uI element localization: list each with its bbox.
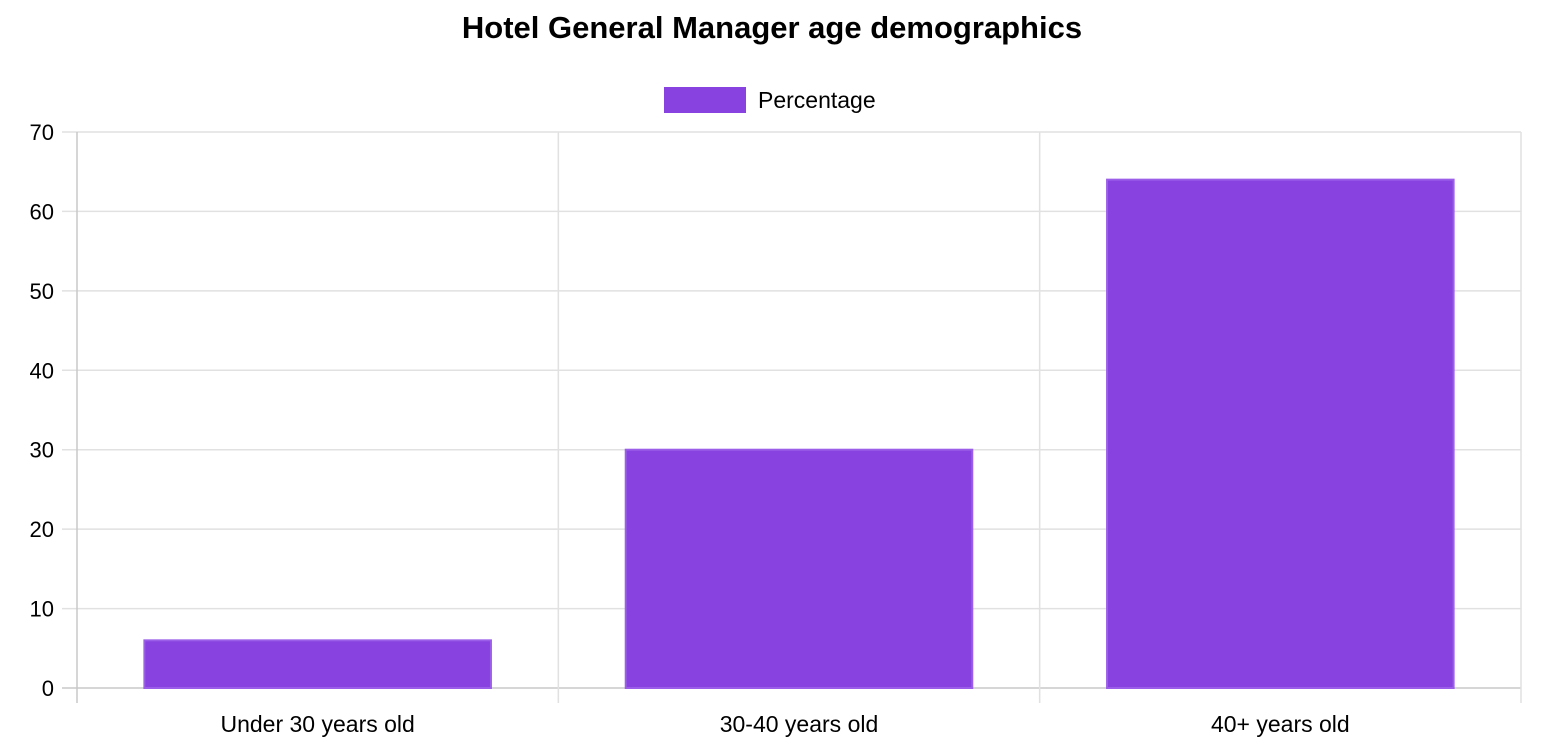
x-tick-label-1: 30-40 years old	[720, 711, 879, 737]
legend-swatch	[664, 87, 746, 113]
bar-2[interactable]	[1106, 178, 1455, 690]
y-tick-label-1: 10	[30, 597, 54, 622]
y-tick-label-3: 30	[30, 438, 54, 463]
bar-0[interactable]	[143, 639, 492, 689]
y-tick-label-7: 70	[30, 120, 54, 145]
legend-label: Percentage	[758, 87, 876, 113]
y-axis: 0 10 20 30 40 50 60 70	[30, 120, 54, 701]
x-tick-label-2: 40+ years old	[1211, 711, 1350, 737]
x-tick-label-0: Under 30 years old	[220, 711, 414, 737]
y-tick-label-2: 20	[30, 517, 54, 542]
bar-1[interactable]	[624, 448, 974, 690]
y-tick-label-5: 50	[30, 279, 54, 304]
y-tick-label-0: 0	[42, 676, 54, 701]
chart-title: Hotel General Manager age demographics	[462, 10, 1082, 45]
x-axis: Under 30 years old 30-40 years old 40+ yea…	[220, 711, 1349, 737]
y-tick-label-6: 60	[30, 199, 54, 224]
y-tick-label-4: 40	[30, 358, 54, 383]
legend[interactable]: Percentage	[664, 87, 876, 113]
bars	[143, 178, 1455, 690]
grid	[62, 131, 1522, 703]
